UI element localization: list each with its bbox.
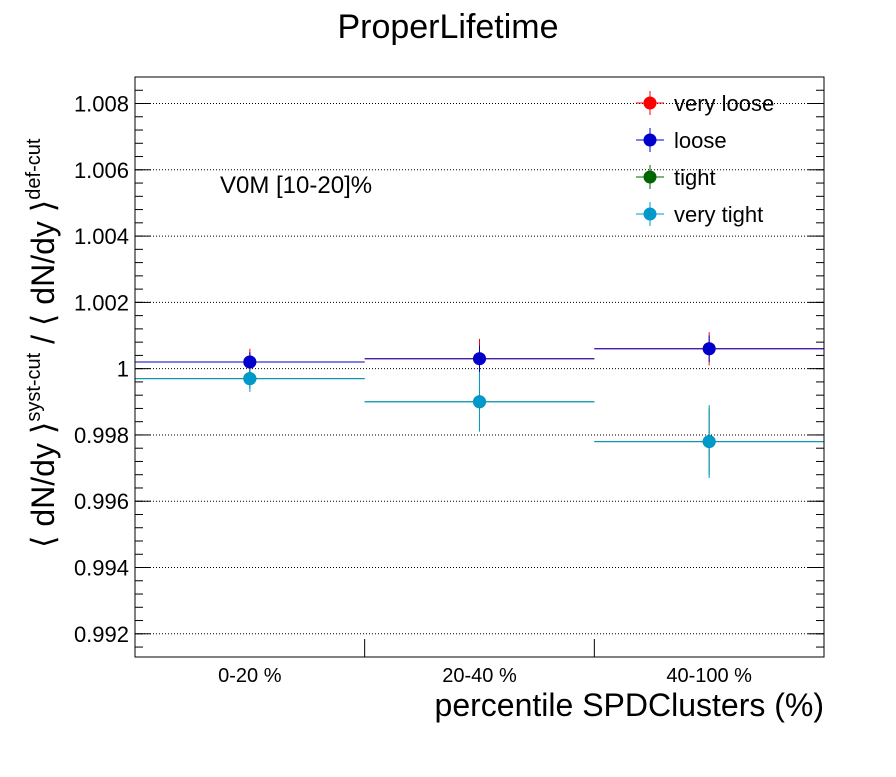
data-point — [243, 372, 257, 386]
y-tick-label: 1.004 — [74, 224, 129, 249]
x-tick-label: 0-20 % — [218, 665, 282, 687]
legend-marker — [643, 170, 657, 184]
chart-title: ProperLifetime — [337, 8, 558, 46]
y-tick-label: 1.002 — [74, 290, 129, 315]
legend-label: loose — [674, 128, 727, 153]
data-point — [243, 355, 257, 369]
plot-frame — [134, 76, 825, 658]
x-axis-label: percentile SPDClusters (%) — [435, 687, 824, 723]
y-axis-label-main: ⟨ dN/dy ⟩ — [25, 422, 61, 548]
y-tick-label: 0.992 — [74, 622, 129, 647]
legend-label: tight — [674, 165, 716, 190]
data-point — [702, 342, 716, 356]
y-tick-label: 0.994 — [74, 556, 129, 581]
legend-marker — [643, 207, 657, 221]
y-tick-label: 1.008 — [74, 92, 129, 117]
y-tick-label: 1 — [117, 357, 129, 382]
y-tick-label: 0.998 — [74, 423, 129, 448]
y-tick-label: 0.996 — [74, 489, 129, 514]
y-axis-label-sup-syst: syst-cut — [23, 352, 45, 421]
annotation-label: V0M [10-20]% — [220, 172, 372, 199]
data-point — [473, 395, 486, 409]
axes: 0.992 0.994 0.996 0.998 1 1.002 1.004 1.006 1.00… — [74, 76, 824, 687]
legend-label: very tight — [674, 202, 763, 227]
legend-label: very loose — [674, 91, 774, 116]
y-tick-label: 1.006 — [74, 158, 129, 183]
y-axis-label-sup-def: def-cut — [23, 138, 45, 200]
data-point — [473, 352, 486, 366]
x-tick-label: 40-100 % — [666, 665, 752, 687]
x-tick-label: 20-40 % — [442, 665, 517, 687]
legend-marker — [643, 96, 657, 110]
legend: very loose loose tight very tight — [636, 91, 774, 227]
legend-marker — [643, 133, 657, 147]
data-layer — [135, 332, 824, 479]
y-axis-label: ⟨ dN/dy ⟩syst-cut / ⟨ dN/dy ⟩def-cut — [23, 138, 61, 548]
data-point — [702, 435, 716, 449]
y-axis-label-separator: / ⟨ dN/dy ⟩ — [25, 200, 61, 353]
